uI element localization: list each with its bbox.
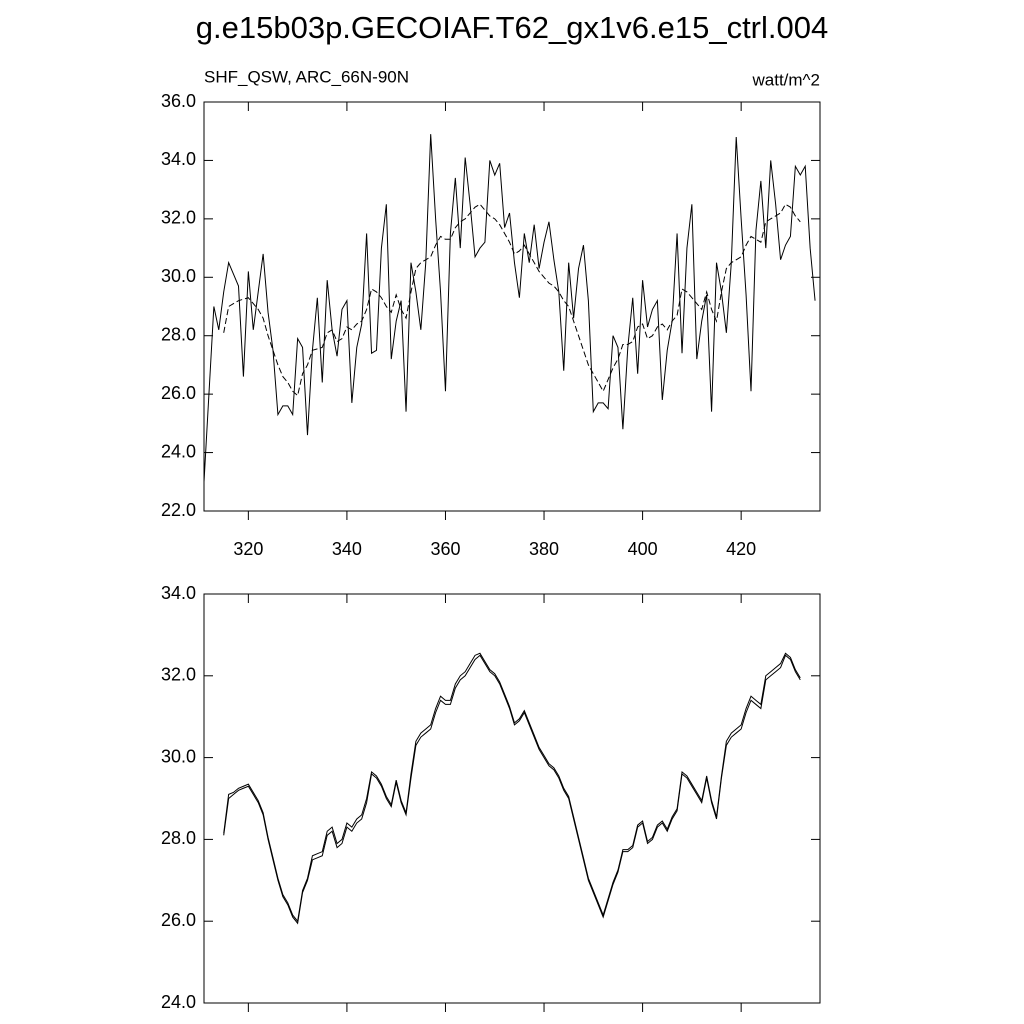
x-tick-label: 400 (628, 539, 658, 559)
data-line (223, 652, 801, 923)
x-tick-label: 380 (529, 539, 559, 559)
y-tick-label: 24.0 (161, 992, 196, 1012)
y-tick-label: 34.0 (161, 583, 196, 603)
units-label: watt/m^2 (752, 70, 821, 89)
y-tick-label: 32.0 (161, 665, 196, 685)
y-tick-label: 32.0 (161, 208, 196, 228)
data-line (223, 203, 801, 397)
y-tick-label: 36.0 (161, 91, 196, 111)
y-tick-label: 22.0 (161, 500, 196, 520)
plot-frame (203, 593, 821, 1004)
y-tick-label: 28.0 (161, 828, 196, 848)
y-tick-label: 26.0 (161, 910, 196, 930)
data-line (203, 134, 816, 482)
x-tick-label: 340 (332, 539, 362, 559)
y-tick-label: 28.0 (161, 324, 196, 344)
plot-frame (203, 101, 821, 512)
y-tick-label: 26.0 (161, 383, 196, 403)
chart-subtitle: SHF_QSW, ARC_66N-90N (204, 67, 409, 86)
x-tick-label: 360 (430, 539, 460, 559)
figure-title: g.e15b03p.GECOIAF.T62_gx1v6.e15_ctrl.004 (196, 10, 828, 45)
y-tick-label: 34.0 (161, 149, 196, 169)
y-tick-label: 24.0 (161, 441, 196, 461)
x-tick-label: 320 (233, 539, 263, 559)
y-tick-label: 30.0 (161, 746, 196, 766)
x-tick-label: 420 (726, 539, 756, 559)
y-tick-label: 30.0 (161, 266, 196, 286)
data-line (223, 654, 801, 925)
